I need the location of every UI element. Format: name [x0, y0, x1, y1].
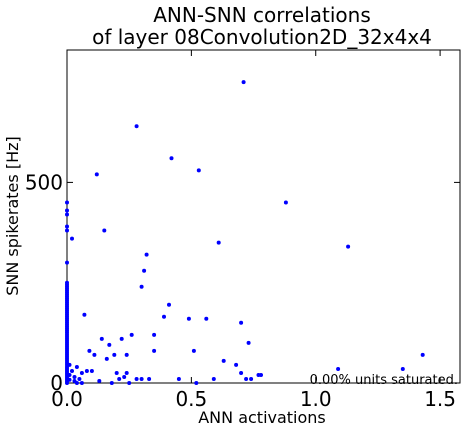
data-point	[65, 208, 69, 213]
data-point	[134, 377, 139, 381]
data-point	[204, 316, 209, 321]
data-point	[211, 377, 216, 381]
data-point	[147, 377, 152, 381]
x-tick-label: 0.5	[175, 387, 207, 411]
axis-ticks	[66, 50, 460, 384]
x-tick-label: 1.0	[300, 387, 332, 411]
data-point	[65, 228, 69, 233]
data-point	[97, 379, 102, 383]
data-point	[134, 124, 139, 129]
data-point	[67, 373, 72, 377]
data-point	[65, 280, 69, 285]
data-point	[259, 373, 263, 377]
data-point	[194, 381, 199, 385]
data-point	[112, 352, 117, 357]
y-axis-label: SNN spikerates [Hz]	[3, 136, 22, 296]
data-point	[221, 358, 226, 363]
data-point	[114, 371, 119, 375]
data-point	[117, 377, 122, 381]
data-point	[152, 332, 157, 337]
data-point	[74, 365, 79, 369]
data-point	[104, 356, 109, 361]
data-point	[196, 168, 201, 173]
x-axis-label: ANN activations	[198, 408, 326, 427]
data-point	[124, 352, 129, 357]
chart-title-line-1: ANN-SNN correlations	[153, 3, 371, 27]
data-point	[70, 236, 74, 241]
data-point	[336, 367, 341, 371]
data-point	[65, 224, 69, 229]
data-point	[67, 362, 72, 367]
data-point	[239, 320, 244, 325]
tick-labels: 0.0 0.5 1.0 1.5 0 500	[25, 170, 456, 411]
data-point	[77, 377, 82, 381]
x-tick-label: 1.5	[424, 387, 456, 411]
data-point	[144, 252, 149, 257]
data-point	[124, 371, 129, 375]
data-point	[92, 352, 97, 357]
data-point	[72, 375, 77, 379]
y-tick-label: 0	[50, 371, 63, 395]
data-point	[119, 336, 124, 341]
chart-title-line-2: of layer 08Convolution2D_32x4x4	[92, 25, 432, 49]
saturation-annotation: 0.00% units saturated.	[310, 373, 458, 388]
y-tick-label: 500	[25, 170, 63, 194]
data-point	[191, 348, 196, 353]
data-point	[346, 244, 351, 249]
x-tick-label: 0.0	[51, 387, 83, 411]
data-point	[107, 342, 112, 347]
data-point	[65, 200, 69, 205]
data-point	[400, 367, 405, 371]
data-point	[84, 369, 89, 373]
data-point	[152, 348, 157, 353]
data-point	[241, 80, 246, 85]
data-point	[234, 362, 239, 367]
data-point	[65, 260, 69, 265]
data-point	[94, 172, 99, 177]
data-point	[99, 336, 104, 341]
data-point	[102, 228, 107, 233]
data-point	[246, 340, 251, 345]
plot-frame	[66, 49, 461, 384]
data-point	[167, 302, 171, 307]
data-point	[129, 332, 134, 337]
data-point	[283, 200, 288, 205]
data-point	[249, 377, 254, 381]
data-point	[109, 381, 114, 385]
data-point	[162, 314, 166, 319]
data-point	[87, 348, 92, 353]
data-point	[67, 377, 72, 382]
data-point	[127, 381, 132, 385]
data-point	[82, 312, 87, 317]
data-point	[79, 381, 84, 385]
data-point	[122, 375, 127, 379]
data-points	[65, 80, 425, 385]
data-point	[216, 240, 221, 245]
data-point	[65, 212, 69, 217]
data-point	[176, 377, 181, 381]
data-point	[89, 369, 94, 373]
data-point	[79, 371, 84, 375]
data-point	[244, 377, 249, 381]
data-point	[139, 377, 144, 381]
data-point	[139, 284, 144, 289]
data-point	[74, 381, 79, 385]
data-point	[142, 268, 147, 273]
data-point	[70, 369, 74, 373]
data-point	[420, 352, 425, 357]
data-point	[186, 316, 191, 321]
data-point	[239, 371, 244, 375]
data-point	[169, 156, 174, 161]
